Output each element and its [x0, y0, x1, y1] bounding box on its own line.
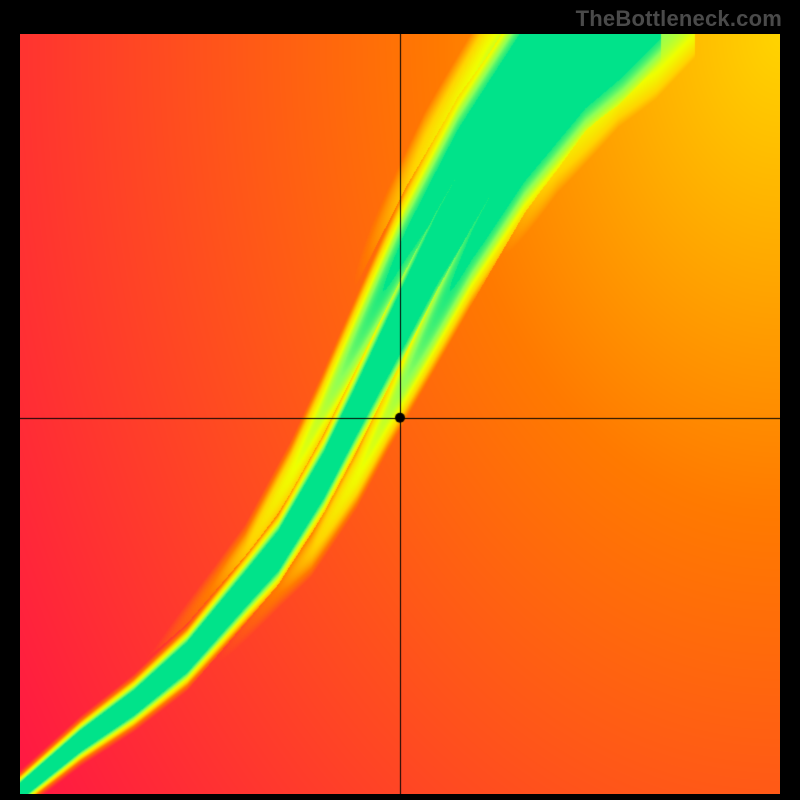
chart-frame: { "watermark": { "text": "TheBottleneck.…: [0, 0, 800, 800]
bottleneck-heatmap: [20, 34, 780, 794]
watermark-text: TheBottleneck.com: [576, 6, 782, 32]
